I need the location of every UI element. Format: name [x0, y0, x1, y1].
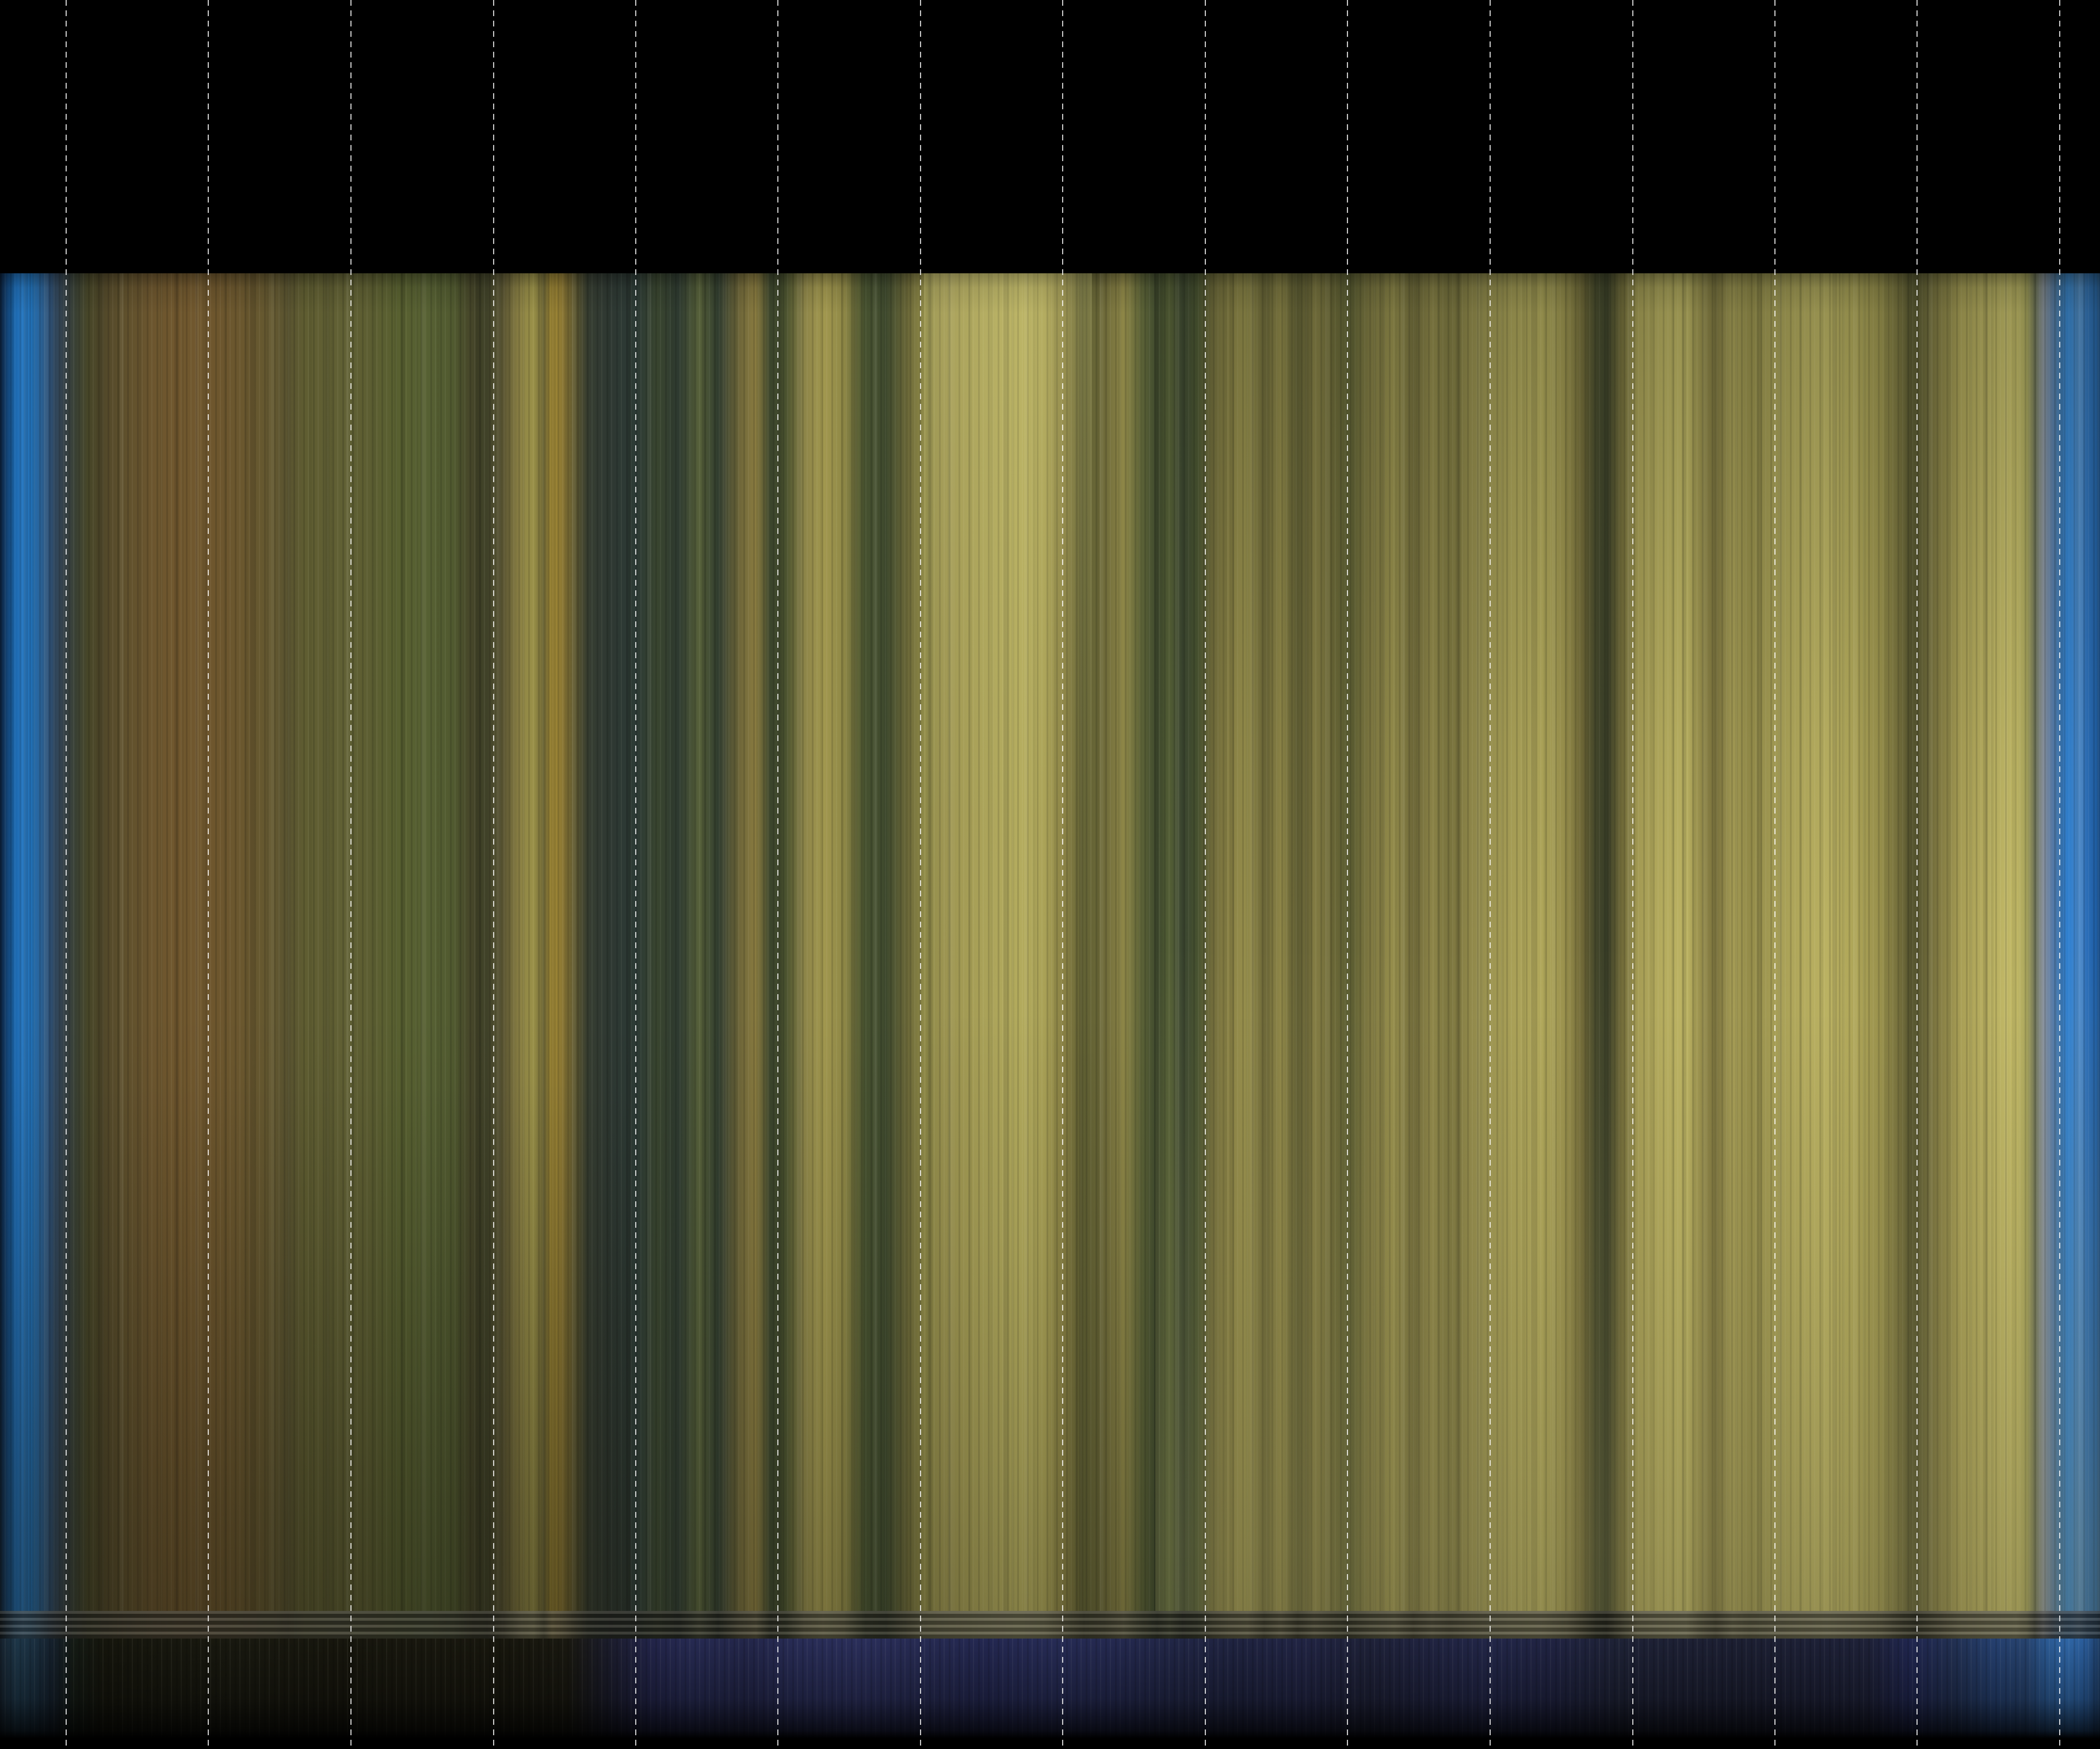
gridline-07 [2059, 0, 2060, 1749]
reflection-stripe-pattern [0, 1611, 2100, 1639]
gridline-22 [777, 0, 778, 1749]
gridline-05 [1774, 0, 1776, 1749]
gridline-17 [66, 0, 67, 1749]
gridline-19 [350, 0, 352, 1749]
bottom-fade-to-black [0, 1639, 2100, 1739]
fine-streak-texture [0, 273, 2100, 1611]
gridline-18 [208, 0, 209, 1749]
bottom-black-strip [0, 1739, 2100, 1749]
keogram-sky-strip [0, 273, 2100, 1611]
gridline-21 [635, 0, 636, 1749]
right-half-tone-shading [1155, 273, 2100, 1611]
gridline-00 [1062, 0, 1063, 1749]
gridline-02 [1347, 0, 1348, 1749]
gridline-03 [1490, 0, 1491, 1749]
coarse-streak-texture [0, 273, 2100, 1611]
vertical-shading [0, 273, 2100, 1611]
bottom-twilight-band [0, 1639, 2100, 1739]
gridline-06 [1916, 0, 1918, 1749]
horizon-reflection-band [0, 1611, 2100, 1639]
left-half-tone-shading [0, 273, 630, 1611]
gridline-20 [493, 0, 494, 1749]
top-black-mask-band [0, 0, 2100, 273]
gridline-23 [920, 0, 921, 1749]
gridline-04 [1632, 0, 1633, 1749]
gridline-01 [1205, 0, 1206, 1749]
midnight-bright-glow [924, 273, 1092, 1611]
